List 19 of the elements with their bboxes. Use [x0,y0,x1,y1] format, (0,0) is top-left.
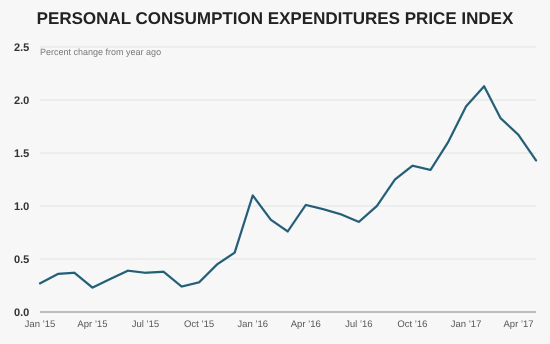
x-tick-label: Apr ’17 [503,319,534,330]
y-tick-label: 1.0 [14,200,30,213]
x-tick-label: Jan ’17 [450,319,482,330]
x-tick-label: Oct ’15 [184,319,214,330]
y-tick-label: 0.5 [14,254,30,266]
x-tick-label: Apr ’15 [77,319,108,330]
y-tick-label: 2.5 [14,42,30,54]
chart-subtitle: Percent change from year ago [40,47,162,57]
x-tick-label: Apr ’16 [290,319,321,330]
line-series [38,85,538,289]
x-tick-label: Jan ’16 [237,319,268,330]
y-tick-label: 2.0 [14,94,30,107]
y-tick-label: 0.0 [14,306,30,319]
x-tick-label: Jul ’16 [345,319,373,330]
x-tick-label: Oct ’16 [397,319,428,330]
x-tick-label: Jul ’15 [132,319,160,330]
chart-title: PERSONAL CONSUMPTION EXPENDITURES PRICE INDEX [36,9,514,28]
y-tick-label: 1.5 [14,148,30,160]
x-tick-label: Jan ’15 [24,319,56,330]
